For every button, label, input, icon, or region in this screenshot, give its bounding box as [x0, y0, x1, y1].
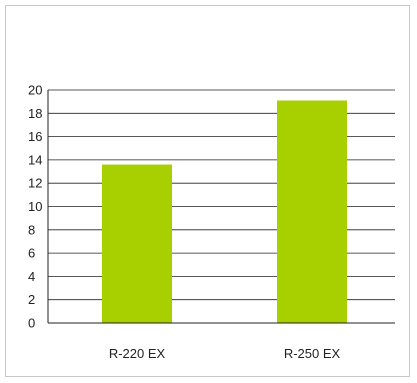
y-tick-label: 0	[28, 316, 35, 331]
y-tick-label: 14	[28, 152, 42, 167]
y-tick-label: 20	[28, 83, 42, 98]
bars	[102, 100, 347, 323]
y-tick-label: 8	[28, 222, 35, 237]
y-axis-tick-labels: 0 2 4 6 8 10 12 14 16 18 20	[28, 83, 42, 331]
y-tick-label: 6	[28, 246, 35, 261]
y-tick-label: 4	[28, 269, 35, 284]
y-tick-label: 2	[28, 292, 35, 307]
x-category-label: R-220 EX	[109, 346, 166, 361]
x-axis-category-labels: R-220 EX R-250 EX	[109, 346, 341, 361]
bar-r-220-ex	[102, 164, 172, 323]
y-tick-label: 12	[28, 176, 42, 191]
y-tick-label: 10	[28, 199, 42, 214]
y-tick-label: 16	[28, 129, 42, 144]
y-tick-label: 18	[28, 106, 42, 121]
x-category-label: R-250 EX	[284, 346, 341, 361]
bar-r-250-ex	[277, 100, 347, 323]
